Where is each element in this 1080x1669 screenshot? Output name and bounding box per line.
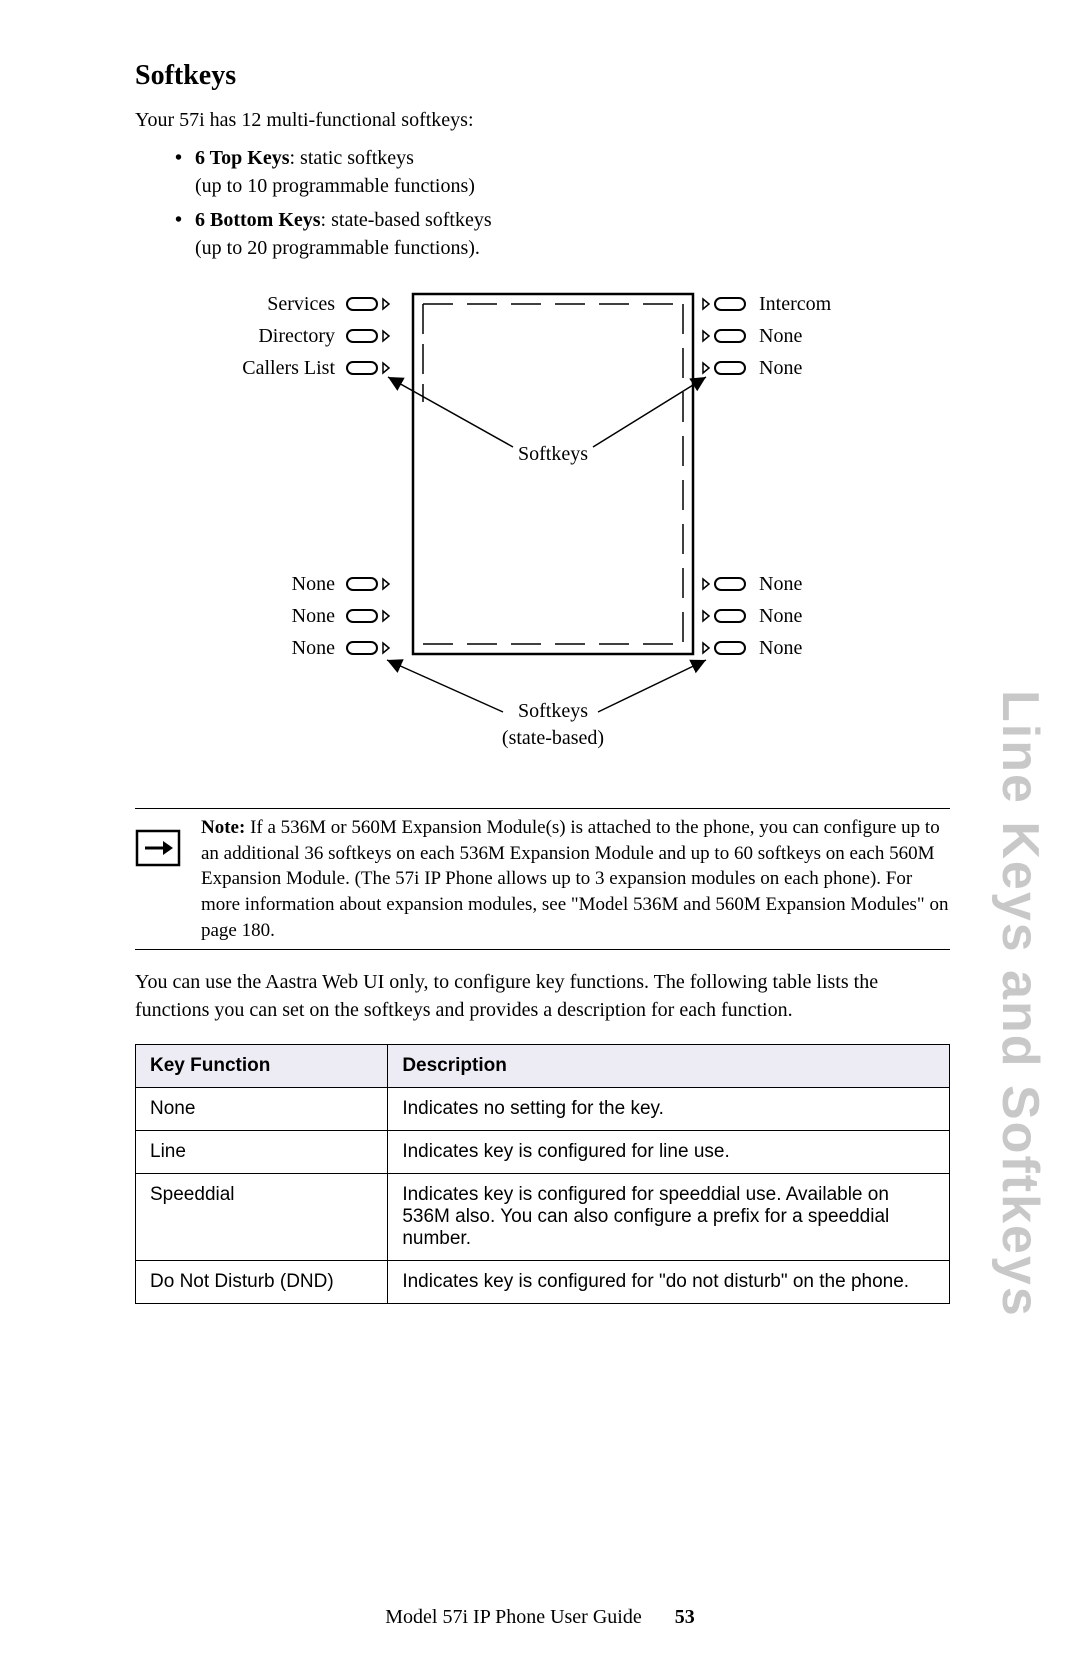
note-text: Note: If a 536M or 560M Expansion Module… [201,815,950,943]
diagram-label: Directory [258,325,335,347]
table-header: Key Function [136,1045,388,1088]
table-cell: Speeddial [136,1174,388,1261]
bullet-sub: (up to 20 programmable functions). [195,237,480,259]
page-number: 53 [675,1606,695,1628]
bullet-item: 6 Bottom Keys: state-based softkeys (up … [195,206,950,262]
table-cell: Indicates key is configured for line use… [388,1131,950,1174]
table-cell: None [136,1088,388,1131]
diagram-center-label: Softkeys [518,700,588,722]
table-cell: Indicates key is configured for speeddia… [388,1174,950,1261]
table-cell: Indicates key is configured for "do not … [388,1261,950,1304]
arrow-right-icon [135,829,181,867]
diagram-label: None [291,637,334,659]
diagram-label: None [291,605,334,627]
diagram-label: None [291,573,334,595]
table-row: Do Not Disturb (DND) Indicates key is co… [136,1261,950,1304]
table-header: Description [388,1045,950,1088]
page-footer: Model 57i IP Phone User Guide 53 [0,1606,1080,1629]
bullet-sub: (up to 10 programmable functions) [195,175,475,197]
diagram-label: None [759,605,802,627]
table-row: None Indicates no setting for the key. [136,1088,950,1131]
diagram-center-label: (state-based) [501,727,603,749]
note-box: Note: If a 536M or 560M Expansion Module… [135,808,950,950]
diagram-label: Callers List [242,357,335,379]
paragraph: You can use the Aastra Web UI only, to c… [135,968,950,1024]
bullet-lead: 6 Top Keys [195,147,289,169]
table-cell: Do Not Disturb (DND) [136,1261,388,1304]
key-function-table: Key Function Description None Indicates … [135,1044,950,1304]
bullet-rest: : state-based softkeys [321,209,492,231]
table-row: Speeddial Indicates key is configured fo… [136,1174,950,1261]
note-label: Note: [201,817,245,838]
bullet-list: 6 Top Keys: static softkeys (up to 10 pr… [135,144,950,262]
side-tab-label: Line Keys and Softkeys [990,690,1050,1318]
note-body: If a 536M or 560M Expansion Module(s) is… [201,817,948,941]
bullet-rest: : static softkeys [289,147,413,169]
diagram-label: Services [267,293,335,315]
table-cell: Indicates no setting for the key. [388,1088,950,1131]
footer-title: Model 57i IP Phone User Guide [385,1606,641,1628]
diagram-label: None [759,357,802,379]
bullet-lead: 6 Bottom Keys [195,209,321,231]
intro-text: Your 57i has 12 multi-functional softkey… [135,106,950,134]
table-cell: Line [136,1131,388,1174]
bullet-item: 6 Top Keys: static softkeys (up to 10 pr… [195,144,950,200]
table-row: Line Indicates key is configured for lin… [136,1131,950,1174]
diagram-label: None [759,637,802,659]
softkeys-diagram: Services Directory Callers List Intercom… [163,282,923,778]
diagram-label: Intercom [759,293,832,315]
diagram-label: None [759,325,802,347]
diagram-label: None [759,573,802,595]
section-heading: Softkeys [135,60,950,92]
diagram-center-label: Softkeys [518,443,588,465]
